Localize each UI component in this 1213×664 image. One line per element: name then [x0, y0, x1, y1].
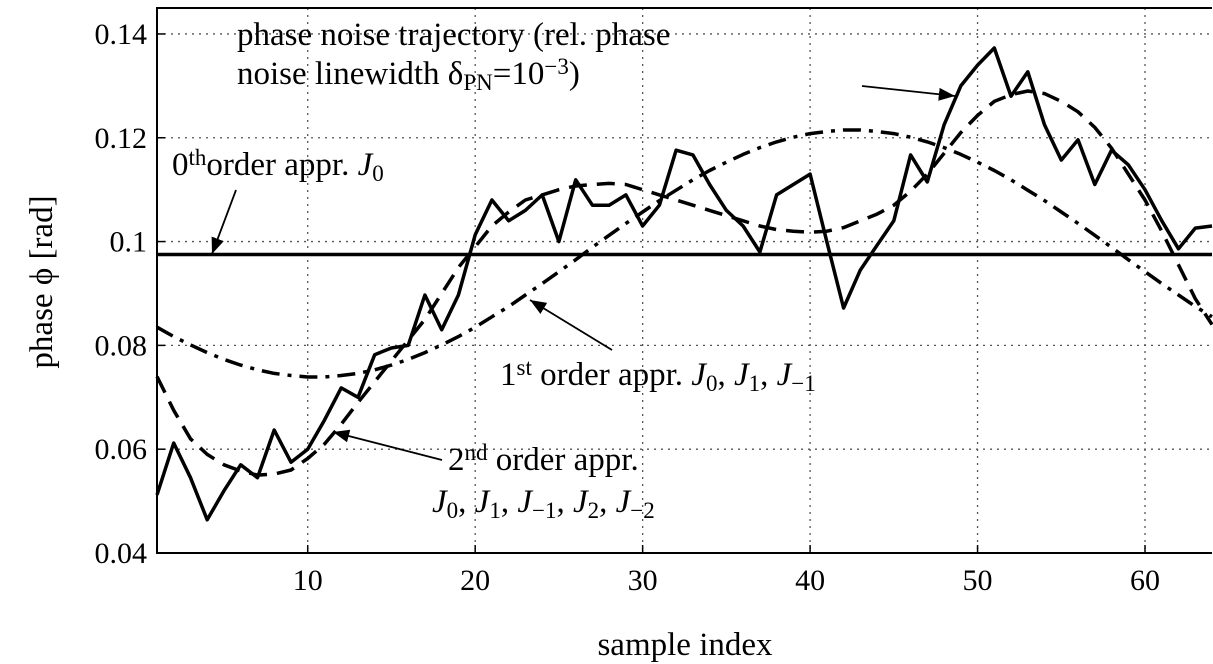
annotation-run: th [189, 145, 207, 170]
annotation-run: order appr. [206, 147, 357, 183]
annotation-run: −2 [630, 498, 654, 523]
x-tick-label: 30 [628, 564, 658, 597]
annotation-run: ) [569, 56, 580, 92]
annotation-run: 1 [749, 371, 761, 396]
annotation-run: 0 [172, 147, 189, 183]
axis-frame [156, 7, 1212, 554]
annotation-run: , [556, 484, 573, 520]
annotation-run: =10 [493, 56, 545, 92]
annotation-run: 1 [489, 498, 501, 523]
annotation-run: nd [465, 440, 489, 465]
x-tick-label: 40 [795, 564, 825, 597]
y-tick-label: 0.12 [95, 122, 148, 155]
annotation-text: noise linewidth δPN=10−3) [237, 54, 580, 96]
annotation-arrow [529, 299, 613, 351]
annotation-run: 2 [448, 442, 465, 478]
y-tick-label: 0.04 [95, 537, 148, 570]
annotation-arrow [861, 85, 956, 101]
annotation-text: phase noise trajectory (rel. phase [237, 17, 670, 53]
annotation-run: , [760, 357, 777, 393]
annotation-text: 1st order appr. J0, J1, J−1 [500, 355, 816, 397]
y-tick-label: 0.08 [95, 329, 148, 362]
annotation-text: 2nd order appr. [448, 440, 639, 478]
y-axis-label: phase ϕ [rad] [24, 195, 60, 368]
annotation-run: 0 [706, 371, 718, 396]
annotation-arrow [332, 429, 443, 461]
annotation-run: , [458, 484, 475, 520]
y-tick-label: 0.1 [110, 226, 148, 259]
annotation-run: J [691, 357, 707, 393]
annotation-text: 0thorder appr. J0 [172, 145, 384, 187]
x-tick-label: 60 [1130, 564, 1160, 597]
annotation-run: , [599, 484, 616, 520]
x-tick-label: 20 [460, 564, 490, 597]
annotation-run: J [517, 484, 533, 520]
annotation-run: phase noise trajectory (rel. phase [237, 17, 670, 53]
annotation-run: 1 [500, 357, 517, 393]
annotation-run: 0 [447, 498, 459, 523]
annotation-run: J [777, 357, 793, 393]
annotation-run: order appr. [488, 442, 639, 478]
annotation-run: J [573, 484, 589, 520]
annotation-run: st [517, 355, 533, 380]
x-axis-label: sample index [597, 627, 773, 663]
annotation-run: 2 [588, 498, 600, 523]
y-tick-label: 0.06 [95, 433, 148, 466]
annotation-text: J0, J1, J−1, J2, J−2 [432, 484, 655, 523]
annotation-run: , [501, 484, 518, 520]
annotation-run: PN [463, 70, 493, 95]
annotation-arrow [211, 189, 237, 255]
y-tick-label: 0.14 [95, 18, 148, 51]
series-line [156, 128, 1213, 379]
annotation-run: order appr. [532, 357, 691, 393]
annotation-run: −1 [791, 371, 815, 396]
annotation-run: J [616, 484, 632, 520]
annotation-run: J [432, 484, 448, 520]
x-tick-label: 10 [293, 564, 323, 597]
series-line [155, 89, 1213, 477]
x-tick-label: 50 [963, 564, 993, 597]
annotation-run: −3 [544, 54, 568, 79]
series-line [155, 46, 1213, 522]
annotation-run: noise linewidth δ [237, 56, 463, 92]
annotation-run: J [358, 147, 374, 183]
annotation-run: J [475, 484, 491, 520]
annotation-run: −1 [532, 498, 556, 523]
annotation-run: J [734, 357, 750, 393]
annotation-run: , [717, 357, 734, 393]
annotation-run: 0 [372, 161, 384, 186]
